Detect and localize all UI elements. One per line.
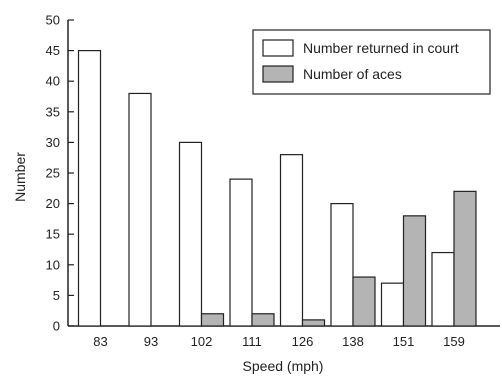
bar-aces	[200, 313, 225, 327]
y-tick-label: 35	[46, 104, 60, 119]
x-tick-label: 159	[443, 334, 465, 349]
y-tick-label: 20	[46, 196, 60, 211]
bar-aces	[352, 276, 376, 327]
bar-returned-in-court	[178, 141, 203, 327]
x-tick-label: 111	[242, 334, 262, 349]
y-tick-labels: 0 5 10 15 20 25 30 35 40 45 50	[46, 13, 60, 334]
x-tick-label: 102	[191, 334, 213, 349]
y-tick-label: 40	[46, 74, 60, 89]
bar-returned-in-court	[77, 49, 102, 327]
bar-aces	[301, 319, 326, 327]
bar-aces	[251, 313, 275, 327]
x-tick-label: 126	[292, 334, 314, 349]
legend-swatch-returned	[262, 39, 294, 57]
y-tick-label: 45	[46, 43, 60, 58]
y-tick-label: 30	[46, 135, 60, 150]
x-tick-label: 93	[144, 334, 158, 349]
y-tick-label: 10	[46, 257, 60, 272]
legend-label-aces: Number of aces	[303, 66, 402, 82]
bar-returned-in-court	[229, 178, 253, 327]
y-tick-label: 25	[46, 166, 60, 181]
y-tick-label: 0	[53, 319, 60, 334]
bar-returned-in-court	[330, 203, 354, 327]
y-axis-label: Number	[12, 152, 28, 202]
x-tick-label: 151	[393, 334, 415, 349]
legend-swatch-aces	[262, 65, 294, 83]
x-tick-labels: 83 93 102 111 126 138 151 159	[93, 334, 465, 349]
bar-returned-in-court	[431, 251, 455, 327]
bar-returned-in-court	[128, 92, 152, 327]
y-tick-label: 5	[53, 288, 60, 303]
y-tick-label: 50	[46, 13, 60, 28]
x-tick-label: 83	[93, 334, 107, 349]
bars	[77, 49, 477, 327]
bar-aces	[453, 190, 477, 327]
x-axis-label: Speed (mph)	[243, 358, 324, 374]
y-tick-label: 15	[46, 227, 60, 242]
bar-aces	[402, 215, 427, 327]
legend: Number returned in court Number of aces	[252, 29, 491, 95]
x-tick-label: 138	[342, 334, 364, 349]
bar-returned-in-court	[380, 282, 405, 327]
bar-returned-in-court	[279, 154, 304, 327]
legend-label-returned: Number returned in court	[303, 40, 459, 56]
